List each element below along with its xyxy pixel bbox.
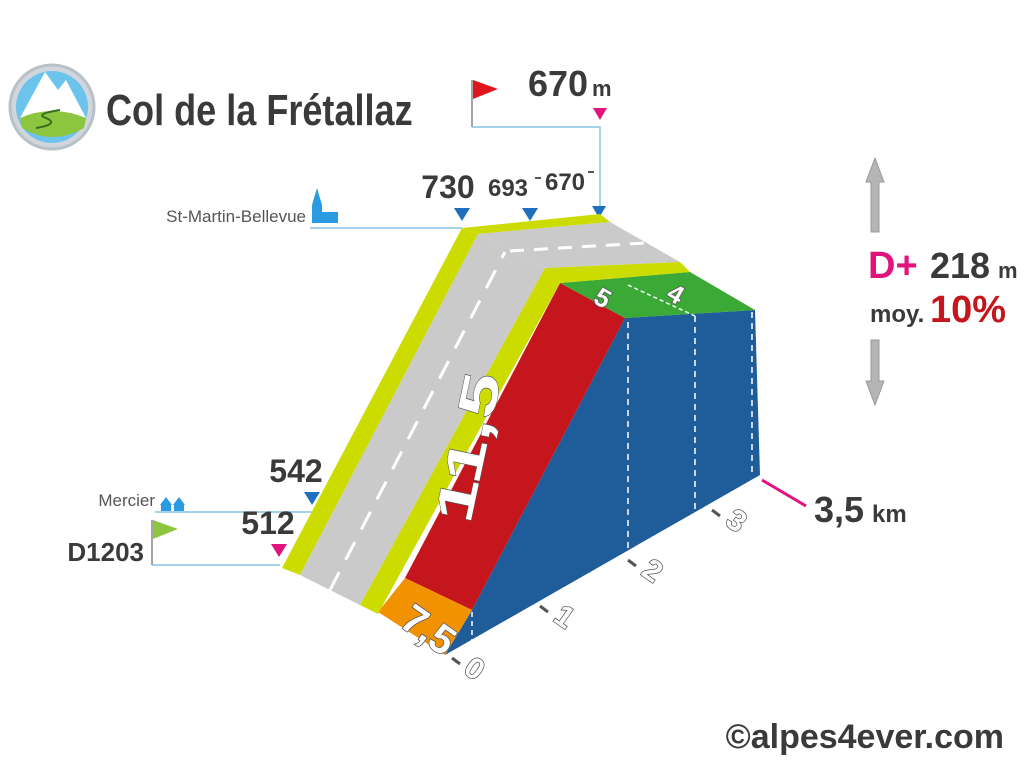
arrows (865, 156, 885, 407)
flag (153, 520, 178, 539)
distance: 3,5 (814, 489, 864, 530)
altitude-label: 670 (545, 169, 585, 196)
markers (454, 206, 606, 221)
place-name: Mercier (98, 491, 155, 510)
logo (8, 63, 96, 151)
church-icon (312, 188, 338, 223)
altitude-label: 542 (269, 453, 322, 489)
summit-marker (471, 80, 607, 212)
profile-block (282, 214, 760, 655)
gain-label: D+ (868, 245, 918, 287)
title: Col de la Frétallaz (106, 86, 413, 135)
km-axis (451, 508, 721, 666)
km-tick: 3 (720, 503, 753, 540)
altitude-label: 693 (488, 175, 528, 202)
marker (271, 544, 287, 557)
summit-unit: m (592, 76, 612, 101)
km-tick: 2 (636, 553, 669, 590)
gain-unit: m (998, 258, 1018, 283)
credit: ©alpes4ever.com (726, 718, 1004, 756)
place-name: St-Martin-Bellevue (166, 207, 306, 226)
avg: 10% (930, 289, 1006, 331)
distance-unit: km (872, 501, 907, 528)
summit-altitude: 670 (528, 63, 588, 104)
avg-label: moy. (870, 301, 924, 328)
gain: 218 (930, 245, 990, 286)
altitude-label: 730 (421, 169, 474, 205)
km-tick: 1 (548, 599, 581, 636)
house-icon (160, 497, 185, 511)
altitude-label: 512 (241, 505, 294, 541)
road-name: D1203 (67, 537, 144, 567)
km-tick: 0 (458, 651, 491, 688)
distance-marker (761, 478, 807, 508)
marker (304, 492, 320, 505)
